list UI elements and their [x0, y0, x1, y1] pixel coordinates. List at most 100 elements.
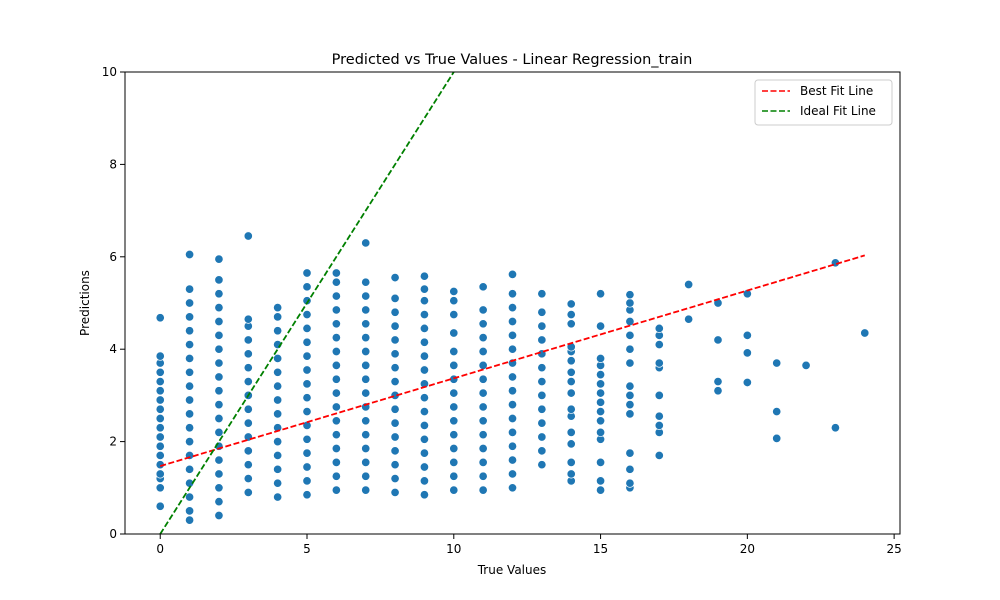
data-point: [214, 427, 224, 437]
data-point: [742, 330, 752, 340]
data-point: [625, 358, 635, 368]
data-point: [214, 469, 224, 479]
data-point: [302, 407, 312, 417]
data-point: [185, 409, 195, 419]
data-point: [185, 492, 195, 502]
data-point: [155, 413, 165, 424]
data-point: [243, 418, 253, 428]
data-point: [566, 309, 576, 320]
legend-label-best-fit: Best Fit Line: [800, 84, 873, 98]
data-point: [507, 269, 518, 279]
data-point: [361, 346, 371, 357]
data-point: [537, 446, 547, 456]
data-point: [596, 353, 606, 363]
data-point: [185, 284, 195, 294]
data-point: [185, 381, 195, 391]
data-point: [625, 290, 635, 300]
data-point: [596, 289, 606, 299]
data-point: [654, 323, 664, 333]
data-point: [566, 404, 576, 414]
data-point: [390, 293, 400, 303]
data-point: [155, 376, 165, 387]
data-point: [449, 402, 459, 412]
data-point: [273, 326, 283, 336]
data-point: [596, 427, 606, 437]
data-point: [478, 485, 488, 495]
data-point: [596, 321, 606, 331]
data-point: [331, 457, 341, 467]
data-point: [419, 323, 429, 333]
data-point: [390, 418, 400, 428]
data-point: [214, 386, 224, 396]
data-point: [684, 279, 694, 290]
data-point: [596, 407, 606, 417]
data-point: [449, 328, 459, 338]
data-point: [185, 423, 195, 433]
data-point: [419, 490, 429, 500]
data-point: [419, 476, 429, 486]
y-tick-label: 8: [109, 157, 117, 171]
plot-frame: [124, 71, 901, 535]
data-point: [185, 298, 195, 308]
data-point: [596, 476, 606, 486]
data-point: [860, 328, 870, 338]
data-point: [654, 340, 664, 350]
data-point: [419, 365, 429, 375]
data-point: [361, 238, 371, 248]
data-point: [419, 462, 429, 472]
data-point: [449, 485, 459, 495]
data-point: [801, 360, 811, 370]
data-point: [449, 346, 459, 357]
chart-title: Predicted vs True Values - Linear Regres…: [332, 52, 693, 68]
data-point: [302, 462, 312, 472]
data-point: [185, 249, 195, 260]
data-point: [331, 416, 341, 426]
data-point: [625, 400, 635, 410]
data-point: [566, 367, 576, 377]
data-point: [185, 340, 195, 350]
data-point: [273, 437, 283, 447]
data-point: [772, 433, 782, 443]
data-point: [214, 510, 224, 521]
data-point: [449, 309, 459, 320]
data-point: [214, 400, 224, 410]
data-point: [566, 439, 576, 449]
data-point: [302, 309, 312, 320]
data-point: [478, 402, 488, 412]
data-point: [390, 273, 400, 283]
data-point: [419, 420, 429, 430]
data-point: [419, 379, 429, 389]
x-axis-ticks: 0 5 10 15 20 25: [156, 534, 902, 556]
data-point: [390, 487, 400, 497]
data-point: [449, 296, 459, 306]
data-point: [361, 319, 371, 329]
data-point: [243, 376, 253, 387]
data-point: [302, 323, 312, 333]
data-point: [449, 360, 459, 370]
data-point: [214, 483, 224, 493]
data-point: [625, 381, 635, 391]
data-point: [507, 455, 518, 465]
data-point: [331, 471, 341, 481]
data-point: [742, 377, 752, 388]
data-point: [331, 430, 341, 440]
data-point: [243, 349, 253, 359]
data-point: [537, 321, 547, 331]
data-point: [302, 268, 312, 278]
data-point: [243, 231, 253, 241]
data-point: [713, 376, 723, 387]
data-point: [419, 271, 429, 281]
data-point: [478, 416, 488, 426]
data-point: [361, 374, 371, 384]
data-point: [155, 367, 165, 377]
data-point: [537, 376, 547, 387]
data-point: [654, 390, 664, 400]
y-tick-label: 2: [109, 435, 117, 449]
data-point: [361, 333, 371, 343]
data-point: [331, 360, 341, 370]
data-point: [566, 356, 576, 366]
data-point: [214, 254, 224, 264]
data-point: [625, 390, 635, 400]
y-tick-label: 4: [109, 342, 117, 356]
y-tick-label: 10: [102, 65, 117, 79]
